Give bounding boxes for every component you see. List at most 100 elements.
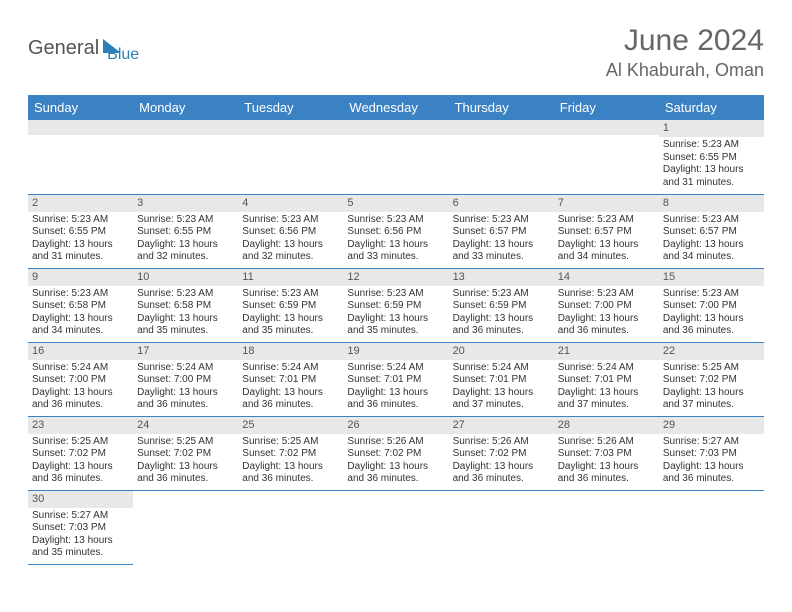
day-number: 25 bbox=[238, 417, 343, 434]
calendar-cell: 1Sunrise: 5:23 AMSunset: 6:55 PMDaylight… bbox=[659, 120, 764, 194]
day-details: Sunrise: 5:23 AMSunset: 7:00 PMDaylight:… bbox=[554, 286, 659, 340]
weekday-header: Tuesday bbox=[238, 95, 343, 120]
calendar-week-row: 23Sunrise: 5:25 AMSunset: 7:02 PMDayligh… bbox=[28, 416, 764, 490]
day-details: Sunrise: 5:24 AMSunset: 7:01 PMDaylight:… bbox=[554, 360, 659, 414]
day-number: 15 bbox=[659, 269, 764, 286]
day-details: Sunrise: 5:23 AMSunset: 6:58 PMDaylight:… bbox=[28, 286, 133, 340]
weekday-header: Wednesday bbox=[343, 95, 448, 120]
page-header: General Blue June 2024 Al Khaburah, Oman bbox=[28, 24, 764, 81]
calendar-table: SundayMondayTuesdayWednesdayThursdayFrid… bbox=[28, 95, 764, 565]
weekday-header: Monday bbox=[133, 95, 238, 120]
calendar-cell: 14Sunrise: 5:23 AMSunset: 7:00 PMDayligh… bbox=[554, 268, 659, 342]
day-number: 28 bbox=[554, 417, 659, 434]
empty-day-bar bbox=[343, 120, 448, 135]
day-number: 12 bbox=[343, 269, 448, 286]
weekday-row: SundayMondayTuesdayWednesdayThursdayFrid… bbox=[28, 95, 764, 120]
calendar-cell: 24Sunrise: 5:25 AMSunset: 7:02 PMDayligh… bbox=[133, 416, 238, 490]
day-number: 24 bbox=[133, 417, 238, 434]
day-details: Sunrise: 5:23 AMSunset: 6:55 PMDaylight:… bbox=[28, 212, 133, 266]
calendar-cell: 9Sunrise: 5:23 AMSunset: 6:58 PMDaylight… bbox=[28, 268, 133, 342]
calendar-cell: 21Sunrise: 5:24 AMSunset: 7:01 PMDayligh… bbox=[554, 342, 659, 416]
calendar-cell: 15Sunrise: 5:23 AMSunset: 7:00 PMDayligh… bbox=[659, 268, 764, 342]
day-number: 14 bbox=[554, 269, 659, 286]
day-details: Sunrise: 5:23 AMSunset: 6:57 PMDaylight:… bbox=[449, 212, 554, 266]
calendar-cell: 13Sunrise: 5:23 AMSunset: 6:59 PMDayligh… bbox=[449, 268, 554, 342]
day-details: Sunrise: 5:26 AMSunset: 7:03 PMDaylight:… bbox=[554, 434, 659, 488]
day-number: 11 bbox=[238, 269, 343, 286]
calendar-cell bbox=[238, 490, 343, 564]
calendar-cell bbox=[28, 120, 133, 194]
logo-text-blue: Blue bbox=[107, 32, 139, 64]
day-number: 19 bbox=[343, 343, 448, 360]
logo: General Blue bbox=[28, 24, 139, 64]
weekday-header: Friday bbox=[554, 95, 659, 120]
day-details: Sunrise: 5:25 AMSunset: 7:02 PMDaylight:… bbox=[238, 434, 343, 488]
day-number: 13 bbox=[449, 269, 554, 286]
day-details: Sunrise: 5:24 AMSunset: 7:01 PMDaylight:… bbox=[238, 360, 343, 414]
day-details: Sunrise: 5:23 AMSunset: 6:59 PMDaylight:… bbox=[238, 286, 343, 340]
day-details: Sunrise: 5:27 AMSunset: 7:03 PMDaylight:… bbox=[659, 434, 764, 488]
day-details: Sunrise: 5:26 AMSunset: 7:02 PMDaylight:… bbox=[449, 434, 554, 488]
calendar-cell: 7Sunrise: 5:23 AMSunset: 6:57 PMDaylight… bbox=[554, 194, 659, 268]
calendar-week-row: 30Sunrise: 5:27 AMSunset: 7:03 PMDayligh… bbox=[28, 490, 764, 564]
day-number: 7 bbox=[554, 195, 659, 212]
empty-day-bar bbox=[238, 120, 343, 135]
day-number: 10 bbox=[133, 269, 238, 286]
title-block: June 2024 Al Khaburah, Oman bbox=[606, 24, 764, 81]
calendar-cell: 11Sunrise: 5:23 AMSunset: 6:59 PMDayligh… bbox=[238, 268, 343, 342]
day-details: Sunrise: 5:25 AMSunset: 7:02 PMDaylight:… bbox=[659, 360, 764, 414]
day-number: 18 bbox=[238, 343, 343, 360]
day-number: 2 bbox=[28, 195, 133, 212]
day-number: 23 bbox=[28, 417, 133, 434]
calendar-cell bbox=[449, 490, 554, 564]
calendar-cell: 25Sunrise: 5:25 AMSunset: 7:02 PMDayligh… bbox=[238, 416, 343, 490]
weekday-header: Saturday bbox=[659, 95, 764, 120]
day-details: Sunrise: 5:24 AMSunset: 7:01 PMDaylight:… bbox=[343, 360, 448, 414]
calendar-week-row: 16Sunrise: 5:24 AMSunset: 7:00 PMDayligh… bbox=[28, 342, 764, 416]
calendar-cell: 30Sunrise: 5:27 AMSunset: 7:03 PMDayligh… bbox=[28, 490, 133, 564]
calendar-cell: 28Sunrise: 5:26 AMSunset: 7:03 PMDayligh… bbox=[554, 416, 659, 490]
day-details: Sunrise: 5:24 AMSunset: 7:01 PMDaylight:… bbox=[449, 360, 554, 414]
day-number: 9 bbox=[28, 269, 133, 286]
calendar-cell: 2Sunrise: 5:23 AMSunset: 6:55 PMDaylight… bbox=[28, 194, 133, 268]
day-number: 4 bbox=[238, 195, 343, 212]
day-details: Sunrise: 5:23 AMSunset: 6:59 PMDaylight:… bbox=[449, 286, 554, 340]
day-details: Sunrise: 5:24 AMSunset: 7:00 PMDaylight:… bbox=[28, 360, 133, 414]
day-details: Sunrise: 5:24 AMSunset: 7:00 PMDaylight:… bbox=[133, 360, 238, 414]
day-details: Sunrise: 5:26 AMSunset: 7:02 PMDaylight:… bbox=[343, 434, 448, 488]
day-number: 22 bbox=[659, 343, 764, 360]
calendar-cell bbox=[133, 490, 238, 564]
day-details: Sunrise: 5:23 AMSunset: 6:59 PMDaylight:… bbox=[343, 286, 448, 340]
calendar-cell: 5Sunrise: 5:23 AMSunset: 6:56 PMDaylight… bbox=[343, 194, 448, 268]
day-number: 5 bbox=[343, 195, 448, 212]
calendar-cell bbox=[133, 120, 238, 194]
calendar-cell bbox=[343, 120, 448, 194]
day-details: Sunrise: 5:23 AMSunset: 6:56 PMDaylight:… bbox=[238, 212, 343, 266]
empty-day-bar bbox=[554, 120, 659, 135]
calendar-cell: 16Sunrise: 5:24 AMSunset: 7:00 PMDayligh… bbox=[28, 342, 133, 416]
calendar-cell bbox=[343, 490, 448, 564]
calendar-head: SundayMondayTuesdayWednesdayThursdayFrid… bbox=[28, 95, 764, 120]
day-number: 26 bbox=[343, 417, 448, 434]
calendar-cell: 4Sunrise: 5:23 AMSunset: 6:56 PMDaylight… bbox=[238, 194, 343, 268]
calendar-cell bbox=[659, 490, 764, 564]
day-number: 16 bbox=[28, 343, 133, 360]
calendar-cell: 22Sunrise: 5:25 AMSunset: 7:02 PMDayligh… bbox=[659, 342, 764, 416]
empty-day-bar bbox=[133, 120, 238, 135]
calendar-cell: 29Sunrise: 5:27 AMSunset: 7:03 PMDayligh… bbox=[659, 416, 764, 490]
day-details: Sunrise: 5:23 AMSunset: 6:57 PMDaylight:… bbox=[554, 212, 659, 266]
calendar-cell: 26Sunrise: 5:26 AMSunset: 7:02 PMDayligh… bbox=[343, 416, 448, 490]
calendar-cell: 10Sunrise: 5:23 AMSunset: 6:58 PMDayligh… bbox=[133, 268, 238, 342]
month-title: June 2024 bbox=[606, 24, 764, 58]
day-details: Sunrise: 5:23 AMSunset: 6:56 PMDaylight:… bbox=[343, 212, 448, 266]
day-number: 8 bbox=[659, 195, 764, 212]
calendar-body: 1Sunrise: 5:23 AMSunset: 6:55 PMDaylight… bbox=[28, 120, 764, 564]
day-details: Sunrise: 5:25 AMSunset: 7:02 PMDaylight:… bbox=[28, 434, 133, 488]
day-details: Sunrise: 5:23 AMSunset: 6:58 PMDaylight:… bbox=[133, 286, 238, 340]
calendar-cell: 6Sunrise: 5:23 AMSunset: 6:57 PMDaylight… bbox=[449, 194, 554, 268]
calendar-cell: 18Sunrise: 5:24 AMSunset: 7:01 PMDayligh… bbox=[238, 342, 343, 416]
calendar-cell: 12Sunrise: 5:23 AMSunset: 6:59 PMDayligh… bbox=[343, 268, 448, 342]
day-details: Sunrise: 5:23 AMSunset: 6:55 PMDaylight:… bbox=[659, 137, 764, 191]
calendar-cell: 20Sunrise: 5:24 AMSunset: 7:01 PMDayligh… bbox=[449, 342, 554, 416]
day-number: 20 bbox=[449, 343, 554, 360]
